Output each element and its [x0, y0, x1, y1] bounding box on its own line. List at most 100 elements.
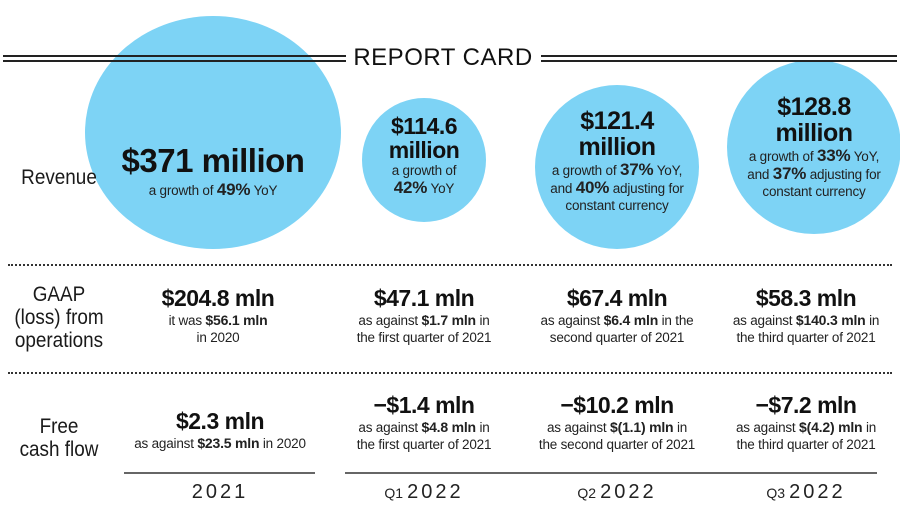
revenue-value-line2: million [775, 119, 853, 147]
revenue-value-line2: million [578, 133, 656, 161]
revenue-bubble-q2-2022 [535, 85, 699, 249]
gaap-value: $58.3 mln [755, 285, 857, 311]
period-quarter: Q2 [577, 485, 597, 501]
fcf-compare-line2: the second quarter of 2021 [538, 437, 696, 452]
fcf-compare-line1: as against $(1.1) mln in [522, 419, 712, 436]
revenue-growth-line1: a growth of 33% YoY, [724, 147, 900, 165]
fcf-cell-2021: $2.3 mln as against $23.5 mln in 2020 [110, 407, 330, 452]
gaap-cell-q1-2022: $47.1 mln as against $1.7 mln in the fir… [334, 284, 514, 346]
gaap-compare-line2: the first quarter of 2021 [356, 330, 492, 345]
fcf-cell-q1-2022: −$1.4 mln as against $4.8 mln in the fir… [334, 391, 514, 453]
period-year: 2022 [407, 481, 464, 503]
row-label-revenue: Revenue [6, 166, 112, 189]
gaap-value: $204.8 mln [161, 285, 275, 311]
gaap-compare-line2: the third quarter of 2021 [736, 330, 876, 345]
gaap-value: $47.1 mln [373, 285, 475, 311]
gaap-cell-2021: $204.8 mln it was $56.1 mln in 2020 [118, 284, 318, 346]
compare-pre: as against [358, 313, 422, 328]
compare-pre: as against [358, 420, 422, 435]
compare-value: $(4.2) mln [799, 419, 863, 435]
compare-value: $56.1 mln [205, 312, 268, 328]
compare-post: in [865, 313, 880, 328]
period-label-2021: 2021 [130, 481, 310, 504]
compare-pre: it was [168, 313, 206, 328]
growth-pre2: and [747, 167, 773, 182]
fcf-value: $2.3 mln [175, 408, 265, 434]
gaap-compare-line1: as against $1.7 mln in [334, 312, 514, 329]
gaap-compare-line1: as against $6.4 mln in the [522, 312, 712, 329]
revenue-value-line2: million [388, 137, 460, 163]
compare-value: $(1.1) mln [610, 419, 674, 435]
growth-post2: adjusting for [609, 181, 684, 196]
compare-post: in the [658, 313, 694, 328]
fcf-compare-line1: as against $23.5 mln in 2020 [110, 435, 330, 452]
growth-pct2: 40% [575, 178, 610, 197]
compare-value: $140.3 mln [795, 312, 866, 328]
revenue-growth-line3: constant currency [762, 184, 866, 199]
growth-post: YoY [250, 183, 278, 198]
gaap-cell-q3-2022: $58.3 mln as against $140.3 mln in the t… [712, 284, 900, 346]
row-label-gaap-line2: (loss) from [14, 306, 104, 329]
fcf-value: −$7.2 mln [755, 392, 857, 418]
compare-pre: as against [134, 436, 198, 451]
revenue-growth-line1: a growth of [391, 163, 457, 178]
revenue-cell-q2-2022: $121.4 million a growth of 37% YoY, and … [530, 108, 704, 214]
compare-value: $23.5 mln [197, 435, 260, 451]
gaap-compare-line2: second quarter of 2021 [549, 330, 685, 345]
revenue-growth-line1: a growth of 37% YoY, [530, 161, 704, 179]
growth-pct: 49% [216, 180, 251, 199]
compare-pre: as against [540, 313, 604, 328]
revenue-cell-2021: $371 million a growth of 49% YoY [110, 141, 316, 199]
revenue-bubble-2021 [85, 16, 341, 249]
fcf-compare-line1: as against $4.8 mln in [334, 419, 514, 436]
growth-post2: adjusting for [806, 167, 881, 182]
revenue-cell-q3-2022: $128.8 million a growth of 33% YoY, and … [724, 94, 900, 200]
fcf-value: −$10.2 mln [560, 392, 674, 418]
period-label-q1-2022: Q1 2022 [334, 481, 514, 504]
compare-post: in 2020 [259, 436, 306, 451]
separator-dotted-2 [8, 372, 892, 374]
revenue-growth: a growth of 49% YoY [110, 181, 316, 199]
fcf-compare-line1: as against $(4.2) mln in [712, 419, 900, 436]
compare-value: $6.4 mln [603, 312, 659, 328]
period-label-q2-2022: Q2 2022 [522, 481, 712, 504]
growth-pre: a growth of [551, 163, 620, 178]
growth-pct2: 37% [772, 164, 807, 183]
gaap-value: $67.4 mln [566, 285, 668, 311]
compare-pre: as against [546, 420, 611, 435]
gaap-compare-line1: it was $56.1 mln [118, 312, 318, 329]
revenue-growth-line2: and 40% adjusting for [530, 179, 704, 197]
revenue-bubble-q3-2022 [727, 60, 900, 234]
fcf-cell-q2-2022: −$10.2 mln as against $(1.1) mln in the … [522, 391, 712, 453]
gaap-cell-q2-2022: $67.4 mln as against $6.4 mln in the sec… [522, 284, 712, 346]
revenue-value-line1: $128.8 [777, 93, 851, 121]
period-year: 2021 [191, 481, 249, 503]
title-rule-right [541, 55, 897, 62]
growth-post: YoY, [850, 149, 880, 164]
row-label-gaap-line1: GAAP [32, 283, 86, 306]
revenue-growth-line3: constant currency [565, 198, 669, 213]
growth-post: YoY, [653, 163, 683, 178]
compare-value: $4.8 mln [421, 419, 476, 435]
fcf-value: −$1.4 mln [373, 392, 475, 418]
period-quarter: Q1 [384, 485, 404, 501]
compare-post: in [673, 420, 688, 435]
page-title: REPORT CARD [353, 44, 533, 71]
period-year: 2022 [789, 481, 846, 503]
revenue-value: $371 million [121, 142, 305, 179]
row-label-fcf: Free cash flow [6, 415, 112, 461]
compare-value: $1.7 mln [421, 312, 476, 328]
period-rule-2021 [124, 472, 315, 474]
fcf-cell-q3-2022: −$7.2 mln as against $(4.2) mln in the t… [712, 391, 900, 453]
period-label-q3-2022: Q3 2022 [712, 481, 900, 504]
separator-dotted-1 [8, 264, 892, 266]
growth-post: YoY [427, 181, 455, 196]
row-label-fcf-line2: cash flow [19, 438, 99, 461]
revenue-bubble-q1-2022 [362, 98, 486, 222]
revenue-cell-q1-2022: $114.6 million a growth of 42% YoY [362, 114, 486, 197]
period-quarter: Q3 [766, 485, 786, 501]
row-label-gaap-line3: operations [14, 329, 104, 352]
compare-post: in [475, 420, 490, 435]
row-label-revenue-text: Revenue [21, 166, 97, 189]
period-year: 2022 [600, 481, 657, 503]
